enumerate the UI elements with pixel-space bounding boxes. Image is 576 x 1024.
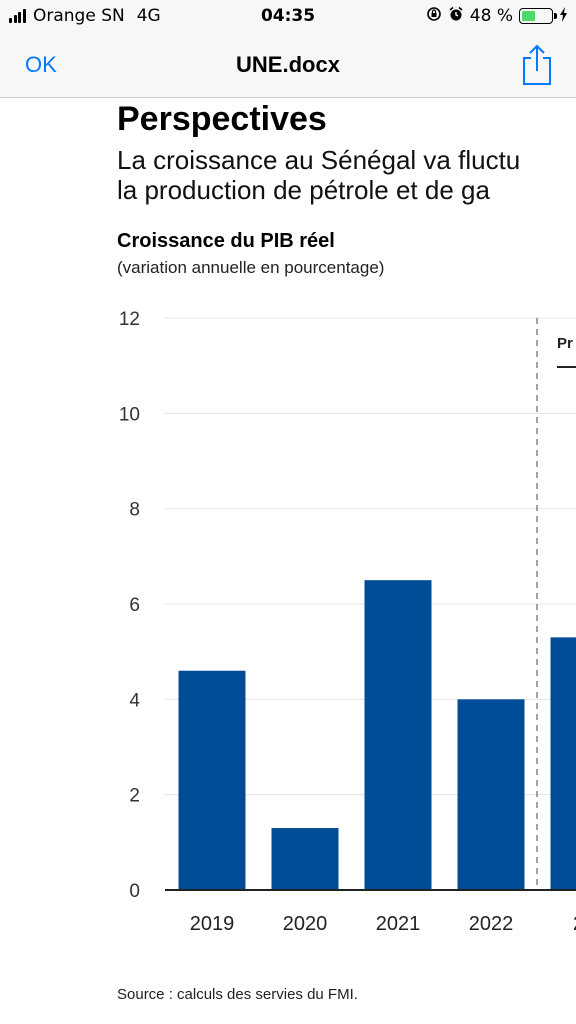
status-right: 48 %	[426, 6, 568, 26]
x-tick-label: 2020	[283, 913, 328, 935]
bar	[550, 637, 576, 890]
y-tick-label: 2	[129, 786, 140, 807]
x-tick-label: 2019	[190, 913, 235, 935]
status-left: Orange SN 4G	[9, 6, 161, 26]
battery-icon	[519, 8, 557, 24]
section-subtitle: La croissance au Sénégal va fluctu la pr…	[117, 145, 520, 205]
chart-subtitle: (variation annuelle en pourcentage)	[117, 258, 385, 277]
alarm-icon	[448, 6, 464, 26]
bar	[271, 828, 339, 890]
section-heading: Perspectives	[117, 100, 327, 138]
document-title: UNE.docx	[236, 52, 340, 77]
bar	[364, 580, 432, 890]
ok-button[interactable]: OK	[25, 52, 57, 77]
y-tick-label: 6	[129, 595, 140, 616]
status-bar: Orange SN 4G 04:35 48 %	[0, 0, 576, 34]
share-button[interactable]	[520, 44, 554, 86]
source-note: Source : calculs des servies du FMI.	[117, 986, 358, 1003]
chart-title: Croissance du PIB réel	[117, 230, 335, 252]
status-time: 04:35	[260, 6, 316, 26]
battery-percent: 48 %	[469, 6, 513, 26]
network-type: 4G	[136, 6, 161, 26]
carrier-name: Orange SN	[33, 6, 125, 26]
bar	[457, 699, 525, 890]
y-tick-label: 12	[119, 309, 140, 330]
nav-bar: OK UNE.docx	[0, 34, 576, 98]
y-tick-label: 4	[129, 690, 140, 711]
projection-label: Pr	[557, 335, 573, 352]
bar	[178, 670, 246, 890]
share-icon	[523, 44, 551, 85]
subtitle-line-1: La croissance au Sénégal va fluctu	[117, 145, 521, 175]
y-tick-label: 0	[129, 881, 140, 902]
orientation-lock-icon	[426, 6, 442, 26]
gdp-growth-bar-chart: 0 2 4 6 8 10 12 Pr 2019 2020 2021 2022 20	[119, 309, 576, 935]
y-tick-label: 8	[129, 500, 140, 521]
x-tick-label: 20	[573, 913, 576, 935]
y-tick-label: 10	[119, 404, 140, 425]
signal-icon	[9, 9, 27, 23]
x-tick-label: 2022	[469, 913, 514, 935]
battery-fill	[522, 11, 536, 21]
x-tick-label: 2021	[376, 913, 421, 935]
subtitle-line-2: la production de pétrole et de ga	[117, 175, 490, 205]
charging-icon	[559, 6, 568, 26]
